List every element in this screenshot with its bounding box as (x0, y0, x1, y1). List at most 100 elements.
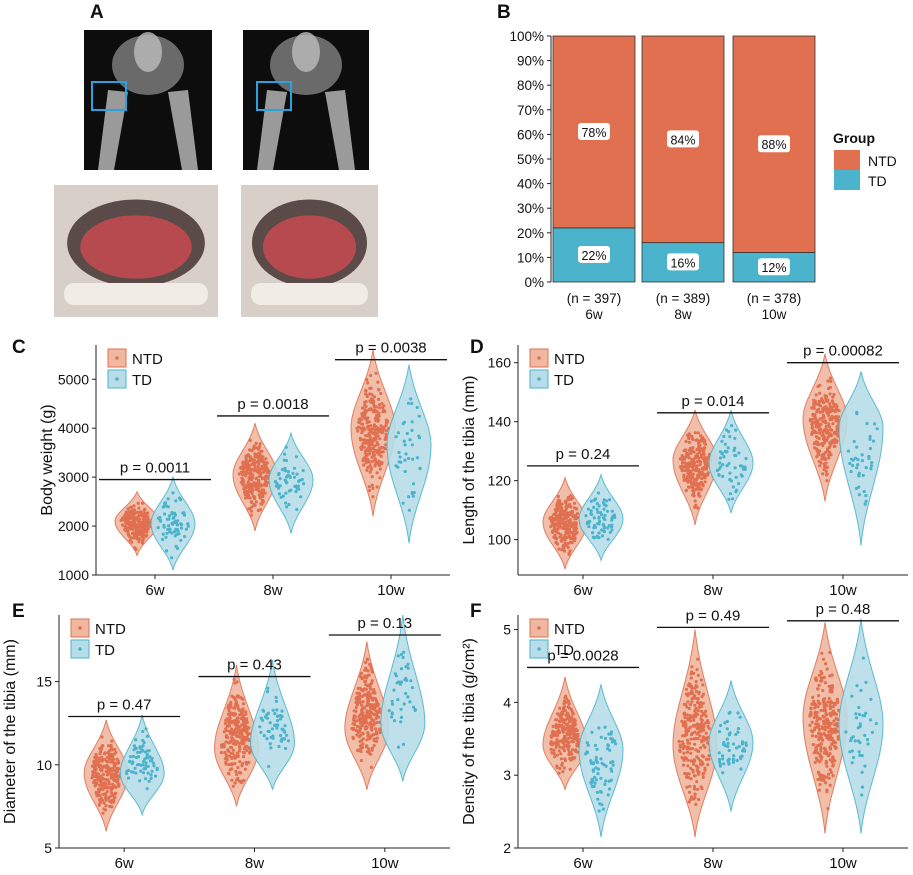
point-ntd (698, 734, 702, 738)
point-td (165, 531, 169, 535)
point-ntd (103, 781, 107, 785)
point-td (744, 743, 748, 747)
point-ntd (111, 768, 115, 772)
point-ntd (130, 531, 134, 536)
point-td (271, 708, 275, 712)
point-ntd (697, 690, 701, 695)
point-td (284, 469, 288, 473)
point-ntd (108, 755, 112, 759)
point-ntd (687, 747, 692, 751)
point-ntd (560, 710, 564, 714)
point-ntd (828, 402, 832, 406)
point-ntd (703, 766, 707, 770)
point-ntd (262, 483, 266, 487)
point-td (408, 700, 412, 704)
point-td (608, 530, 612, 535)
point-ntd (818, 717, 823, 721)
point-ntd (248, 448, 252, 452)
point-ntd (693, 792, 697, 797)
point-td (173, 513, 177, 517)
point-ntd (360, 447, 364, 451)
point-ntd (810, 702, 814, 706)
point-ntd (559, 518, 563, 522)
point-ntd (815, 442, 820, 446)
point-ntd (691, 446, 695, 450)
point-ntd (383, 447, 387, 451)
point-ntd (814, 678, 819, 682)
y-tick-label: 0% (524, 275, 544, 290)
point-td (602, 516, 606, 520)
point-td (596, 767, 601, 771)
point-ntd (361, 406, 365, 410)
point-ntd (570, 748, 575, 752)
point-ntd (117, 767, 121, 771)
point-ntd (694, 712, 698, 716)
point-ntd (698, 463, 702, 467)
point-td (286, 739, 291, 743)
point-ntd (690, 475, 695, 479)
point-ntd (836, 737, 840, 741)
point-ntd (237, 779, 242, 783)
point-ntd (249, 509, 254, 513)
point-ntd (699, 487, 704, 491)
point-ntd (105, 773, 109, 777)
point-td (171, 516, 175, 520)
point-td (861, 714, 865, 718)
point-ntd (831, 756, 835, 760)
point-ntd (113, 764, 117, 768)
point-ntd (576, 734, 580, 738)
point-td (161, 532, 165, 536)
point-td (285, 481, 289, 485)
point-ntd (832, 393, 836, 397)
point-ntd (576, 740, 580, 745)
point-td (592, 505, 596, 509)
point-ntd (227, 763, 231, 767)
point-ntd (361, 706, 366, 710)
point-td (148, 759, 153, 763)
point-td (857, 474, 861, 478)
point-ntd (686, 700, 690, 704)
point-ntd (354, 705, 358, 710)
point-ntd (123, 514, 127, 519)
point-ntd (819, 708, 823, 713)
point-ntd (91, 773, 95, 777)
point-ntd (265, 474, 269, 478)
point-ntd (830, 399, 835, 403)
point-td (589, 499, 593, 503)
point-td (166, 527, 170, 531)
point-td (607, 779, 611, 783)
point-td (598, 519, 602, 524)
point-ntd (232, 706, 237, 710)
point-ntd (128, 538, 132, 543)
point-ntd (701, 451, 706, 455)
point-ntd (254, 476, 259, 480)
point-td (296, 484, 300, 488)
point-td (593, 743, 598, 748)
point-ntd (575, 511, 580, 516)
point-ntd (141, 501, 145, 505)
point-ntd (566, 531, 570, 536)
point-ntd (224, 762, 228, 766)
point-ntd (247, 507, 251, 511)
point-ntd (698, 470, 702, 474)
point-td (261, 718, 265, 722)
point-ntd (360, 694, 365, 698)
point-ntd (687, 456, 691, 460)
point-ntd (380, 445, 384, 450)
y-tick-label: 140 (488, 414, 512, 430)
y-tick-label: 100% (509, 29, 544, 44)
point-ntd (239, 731, 244, 735)
point-td (168, 527, 172, 531)
point-td (289, 488, 293, 492)
point-ntd (830, 684, 835, 688)
point-ntd (129, 536, 134, 540)
point-ntd (702, 441, 707, 445)
point-ntd (828, 376, 833, 380)
point-ntd (107, 767, 111, 771)
point-ntd (555, 504, 559, 509)
point-ntd (363, 427, 367, 431)
point-ntd (693, 730, 697, 734)
point-ntd (362, 675, 366, 679)
point-ntd (688, 798, 693, 802)
point-td (717, 759, 722, 764)
